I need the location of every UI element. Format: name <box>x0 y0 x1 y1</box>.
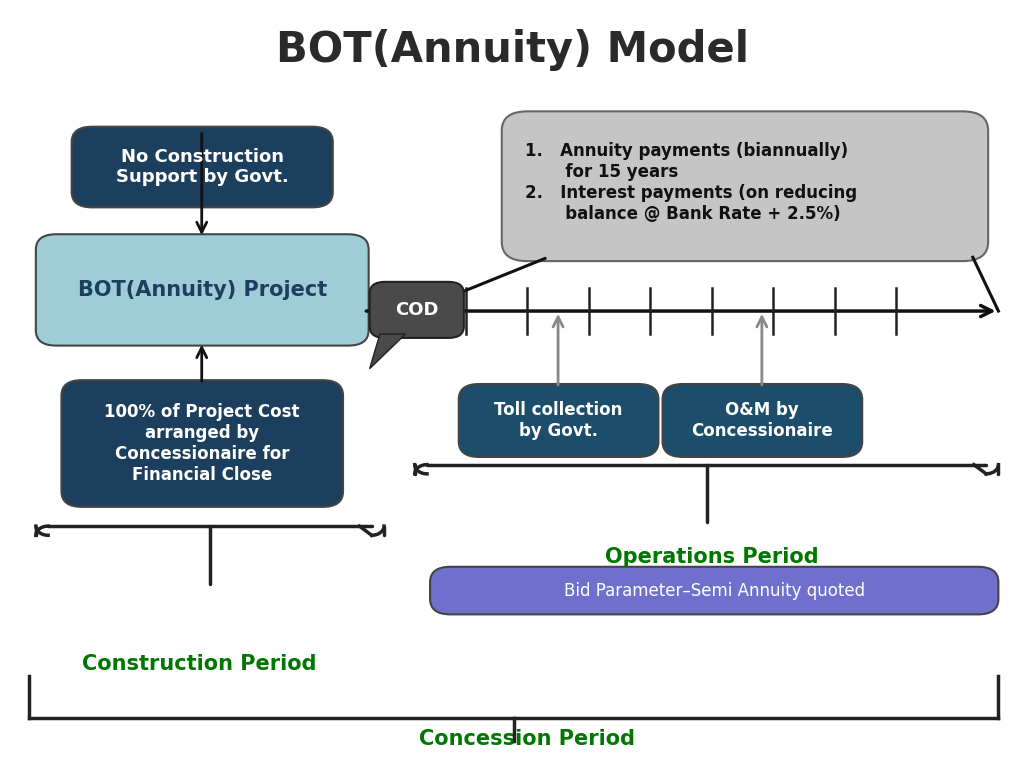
FancyBboxPatch shape <box>502 111 988 261</box>
Polygon shape <box>370 334 406 369</box>
Text: Toll collection
by Govt.: Toll collection by Govt. <box>495 401 623 440</box>
FancyBboxPatch shape <box>72 127 333 207</box>
FancyBboxPatch shape <box>61 380 343 507</box>
Text: 1.   Annuity payments (biannually)
       for 15 years
2.   Interest payments (o: 1. Annuity payments (biannually) for 15 … <box>525 142 857 223</box>
FancyBboxPatch shape <box>370 282 464 338</box>
Text: BOT(Annuity) Model: BOT(Annuity) Model <box>275 29 749 71</box>
FancyBboxPatch shape <box>459 384 658 457</box>
FancyBboxPatch shape <box>430 567 998 614</box>
Text: Operations Period: Operations Period <box>605 547 818 567</box>
Text: COD: COD <box>395 301 438 319</box>
Text: Bid Parameter–Semi Annuity quoted: Bid Parameter–Semi Annuity quoted <box>563 581 865 600</box>
Text: No Construction
Support by Govt.: No Construction Support by Govt. <box>116 147 289 187</box>
Text: Concession Period: Concession Period <box>420 729 635 749</box>
Text: O&M by
Concessionaire: O&M by Concessionaire <box>691 401 834 440</box>
Text: Construction Period: Construction Period <box>82 654 317 674</box>
FancyBboxPatch shape <box>663 384 862 457</box>
Text: 100% of Project Cost
arranged by
Concessionaire for
Financial Close: 100% of Project Cost arranged by Concess… <box>104 403 300 484</box>
Text: BOT(Annuity) Project: BOT(Annuity) Project <box>78 280 327 300</box>
FancyBboxPatch shape <box>36 234 369 346</box>
